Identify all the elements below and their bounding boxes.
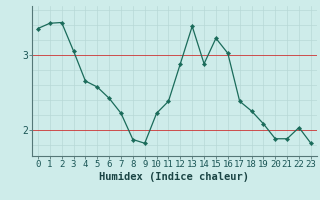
X-axis label: Humidex (Indice chaleur): Humidex (Indice chaleur) <box>100 172 249 182</box>
